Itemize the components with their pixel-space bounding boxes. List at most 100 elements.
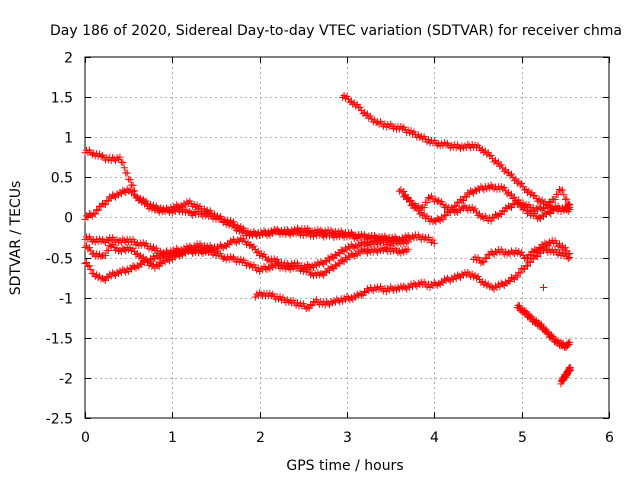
data-point (526, 259, 534, 267)
data-point (104, 274, 112, 282)
data-point (409, 232, 416, 240)
data-point (308, 301, 316, 309)
data-point (344, 294, 352, 302)
data-point (314, 259, 322, 267)
data-point (343, 293, 351, 301)
data-point (263, 256, 271, 264)
data-point (100, 200, 108, 208)
data-point (404, 282, 412, 290)
data-point (562, 343, 570, 351)
data-point (234, 236, 242, 244)
data-point (326, 256, 334, 264)
data-point (483, 150, 491, 158)
data-point (414, 279, 422, 287)
data-point (81, 259, 89, 267)
data-point (209, 248, 217, 256)
data-point (473, 274, 481, 282)
data-point (294, 299, 302, 307)
data-point (168, 251, 176, 259)
y-axis-label: SDTVAR / TECUs (8, 181, 24, 296)
data-point (481, 147, 489, 155)
data-point (165, 252, 173, 260)
data-point (122, 268, 130, 276)
data-point (406, 233, 414, 241)
data-point (82, 259, 90, 267)
data-point (241, 238, 249, 246)
data-point (330, 265, 338, 273)
data-point (283, 262, 291, 270)
data-point (564, 342, 572, 350)
data-point (183, 198, 191, 206)
data-point (499, 164, 507, 172)
data-point (228, 222, 236, 230)
data-point (458, 196, 466, 204)
data-point (509, 173, 517, 181)
data-point (548, 206, 556, 214)
data-point (493, 283, 501, 291)
x-tick-label: 0 (81, 430, 90, 446)
data-point (266, 265, 274, 273)
data-point (219, 255, 227, 263)
data-point (491, 247, 499, 255)
data-point (189, 211, 197, 219)
data-point (420, 235, 428, 243)
data-point (168, 206, 176, 214)
data-point (535, 195, 543, 203)
data-point (566, 200, 574, 208)
data-point (548, 331, 556, 339)
data-point (356, 242, 364, 250)
data-point (350, 99, 358, 107)
data-point (97, 153, 105, 161)
data-point (416, 205, 424, 213)
data-point (151, 264, 159, 272)
data-point (486, 283, 494, 291)
data-point (423, 198, 431, 206)
data-point (535, 203, 543, 211)
data-point (365, 239, 373, 247)
data-point (126, 186, 134, 194)
data-point (304, 303, 312, 311)
data-point (119, 159, 127, 167)
data-point (334, 296, 342, 304)
data-point (84, 245, 92, 253)
data-point (103, 196, 111, 204)
y-tick-label: 0 (64, 211, 73, 227)
data-point (349, 295, 357, 303)
data-point (458, 203, 466, 211)
data-point (490, 285, 498, 293)
data-point (149, 203, 157, 211)
data-point (173, 247, 181, 255)
data-point (257, 290, 265, 298)
data-point (392, 238, 400, 246)
data-point (295, 226, 303, 234)
data-point (478, 278, 486, 286)
data-point (398, 125, 406, 133)
data-point (286, 266, 294, 274)
data-point (110, 243, 118, 251)
y-tick-label: -2 (59, 372, 73, 388)
data-point (499, 185, 507, 193)
data-point (544, 202, 552, 210)
x-tick-label: 4 (430, 430, 439, 446)
data-point (468, 270, 476, 278)
data-point (330, 254, 338, 262)
data-point (379, 246, 387, 254)
data-point (509, 200, 517, 208)
data-point (266, 230, 274, 238)
chart-title: Day 186 of 2020, Sidereal Day-to-day VTE… (50, 23, 622, 39)
data-point (165, 207, 173, 215)
data-point (228, 255, 236, 263)
data-point (403, 285, 411, 293)
data-point (442, 202, 450, 210)
data-point (320, 230, 328, 238)
data-point (448, 274, 456, 282)
data-point (449, 275, 457, 283)
data-point (237, 225, 245, 233)
data-point (371, 284, 379, 292)
data-point (500, 183, 508, 191)
data-point (216, 241, 224, 249)
data-point (505, 277, 513, 285)
data-point (478, 145, 486, 153)
data-point (87, 266, 95, 274)
data-point (534, 319, 542, 327)
